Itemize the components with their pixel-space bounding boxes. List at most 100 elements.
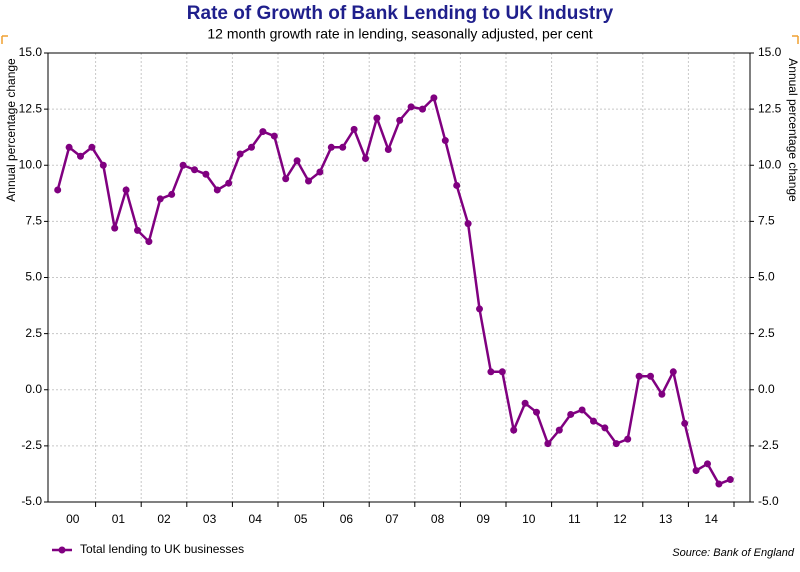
data-point — [555, 426, 563, 434]
data-point — [236, 150, 244, 158]
data-point — [111, 224, 119, 232]
x-tick-label: 09 — [477, 512, 491, 526]
data-point — [692, 467, 700, 475]
x-tick-label: 02 — [157, 512, 171, 526]
y-tick-label: 7.5 — [25, 214, 42, 228]
y-tick-label: 2.5 — [25, 326, 42, 340]
data-point — [270, 132, 278, 140]
y2-tick-label: -5.0 — [758, 494, 779, 508]
y2-tick-label: 10.0 — [758, 157, 782, 171]
y-tick-label: -5.0 — [21, 494, 42, 508]
plot-frame — [47, 52, 751, 503]
data-point — [487, 368, 495, 376]
legend-label: Total lending to UK businesses — [80, 542, 244, 556]
x-tick-label: 10 — [522, 512, 536, 526]
data-point — [578, 406, 586, 414]
data-point — [179, 161, 187, 169]
x-tick-label: 03 — [203, 512, 217, 526]
data-point — [99, 161, 107, 169]
legend-marker — [58, 546, 66, 554]
x-tick-label: 06 — [340, 512, 354, 526]
data-point — [704, 460, 711, 468]
x-tick-label: 04 — [249, 512, 263, 526]
data-point — [202, 170, 210, 178]
data-point — [635, 372, 643, 380]
data-point — [77, 152, 84, 160]
y2-axis-label: Annual percentage change — [786, 58, 800, 202]
y-tick-label: 10.0 — [19, 157, 43, 171]
data-point — [350, 125, 358, 133]
y-tick-label: 0.0 — [25, 382, 42, 396]
data-point — [282, 175, 290, 183]
y-tick-label: 12.5 — [19, 101, 43, 115]
data-point — [476, 305, 483, 313]
data-point — [396, 116, 404, 124]
data-point — [590, 417, 597, 425]
data-point — [362, 155, 369, 163]
data-point — [658, 390, 666, 398]
y2-tick-label: -2.5 — [758, 438, 779, 452]
corner-mark — [1, 35, 799, 44]
series-line — [56, 95, 731, 486]
y2-tick-label: 15.0 — [758, 45, 782, 59]
x-tick-label: 13 — [659, 512, 673, 526]
data-point — [339, 143, 347, 151]
data-point — [156, 195, 164, 203]
y-axis-label: Annual percentage change — [4, 58, 18, 202]
x-tick-label: 05 — [294, 512, 308, 526]
data-point — [544, 440, 552, 448]
x-tick-label: 11 — [568, 512, 581, 526]
data-point — [88, 143, 96, 151]
x-tick-label: 00 — [66, 512, 80, 526]
x-tick-label: 07 — [385, 512, 399, 526]
data-point — [441, 137, 449, 145]
data-point — [213, 186, 221, 194]
data-point — [453, 181, 461, 189]
y-tick-label: -2.5 — [21, 438, 42, 452]
y-tick-label: 5.0 — [25, 270, 42, 284]
data-point — [567, 410, 575, 418]
x-tick-label: 08 — [431, 512, 445, 526]
x-tick-label: 12 — [613, 512, 627, 526]
data-point — [305, 177, 312, 185]
data-point — [715, 480, 723, 488]
y2-tick-label: 0.0 — [758, 382, 775, 396]
data-point — [248, 143, 255, 151]
data-point — [54, 186, 62, 194]
data-point — [65, 143, 73, 151]
data-point — [464, 220, 472, 228]
data-point — [419, 105, 426, 113]
y-tick-label: 15.0 — [19, 45, 43, 59]
x-tick-label: 14 — [705, 512, 719, 526]
y2-tick-label: 7.5 — [758, 214, 775, 228]
data-point — [168, 190, 176, 198]
data-point — [191, 166, 198, 174]
data-point — [145, 238, 153, 246]
data-point — [407, 103, 415, 111]
y2-tick-label: 12.5 — [758, 101, 782, 115]
data-point — [373, 114, 381, 122]
y2-tick-label: 5.0 — [758, 270, 775, 284]
data-point — [681, 419, 689, 427]
data-point — [430, 94, 438, 102]
data-point — [612, 440, 620, 448]
x-tick-label: 01 — [112, 512, 126, 526]
data-point — [225, 179, 233, 187]
data-point — [726, 476, 734, 484]
data-point — [510, 426, 518, 434]
data-point — [316, 168, 324, 176]
data-point — [669, 368, 677, 376]
data-point — [134, 226, 141, 234]
data-point — [498, 368, 506, 376]
y2-tick-label: 2.5 — [758, 326, 775, 340]
data-point — [521, 399, 529, 407]
data-point — [259, 128, 267, 136]
data-point — [533, 408, 540, 416]
data-point — [327, 143, 335, 151]
data-point — [647, 372, 654, 380]
data-point — [624, 435, 632, 443]
source: Source: Bank of England — [672, 547, 795, 559]
data-point — [293, 157, 301, 165]
